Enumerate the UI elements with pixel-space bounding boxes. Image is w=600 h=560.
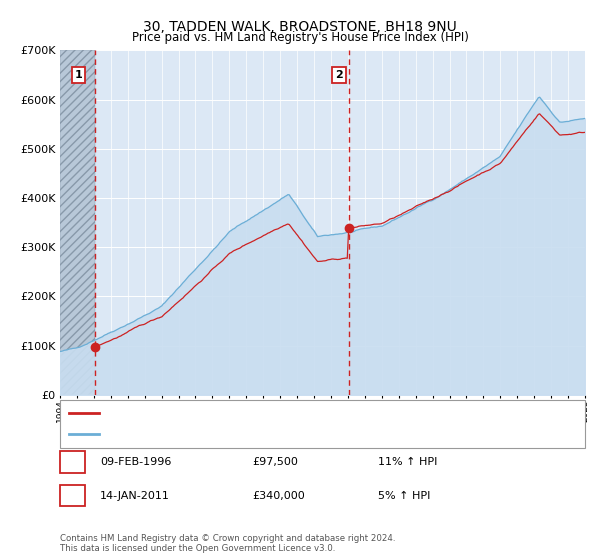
Text: Price paid vs. HM Land Registry's House Price Index (HPI): Price paid vs. HM Land Registry's House … bbox=[131, 31, 469, 44]
Text: 2: 2 bbox=[335, 70, 343, 80]
Text: 11% ↑ HPI: 11% ↑ HPI bbox=[378, 457, 437, 467]
Text: 09-FEB-1996: 09-FEB-1996 bbox=[100, 457, 172, 467]
Text: 14-JAN-2011: 14-JAN-2011 bbox=[100, 491, 170, 501]
Text: 30, TADDEN WALK, BROADSTONE, BH18 9NU (detached house): 30, TADDEN WALK, BROADSTONE, BH18 9NU (d… bbox=[105, 408, 415, 418]
Text: Contains HM Land Registry data © Crown copyright and database right 2024.
This d: Contains HM Land Registry data © Crown c… bbox=[60, 534, 395, 553]
Bar bbox=[60, 50, 95, 395]
Text: 5% ↑ HPI: 5% ↑ HPI bbox=[378, 491, 430, 501]
Text: 1: 1 bbox=[68, 455, 77, 469]
Bar bbox=[60, 50, 95, 395]
Text: £97,500: £97,500 bbox=[252, 457, 298, 467]
Text: 30, TADDEN WALK, BROADSTONE, BH18 9NU: 30, TADDEN WALK, BROADSTONE, BH18 9NU bbox=[143, 20, 457, 34]
Text: 2: 2 bbox=[68, 489, 77, 502]
Text: 1: 1 bbox=[75, 70, 83, 80]
Text: £340,000: £340,000 bbox=[252, 491, 305, 501]
Text: HPI: Average price, detached house, Bournemouth Christchurch and Poole: HPI: Average price, detached house, Bour… bbox=[105, 429, 469, 439]
